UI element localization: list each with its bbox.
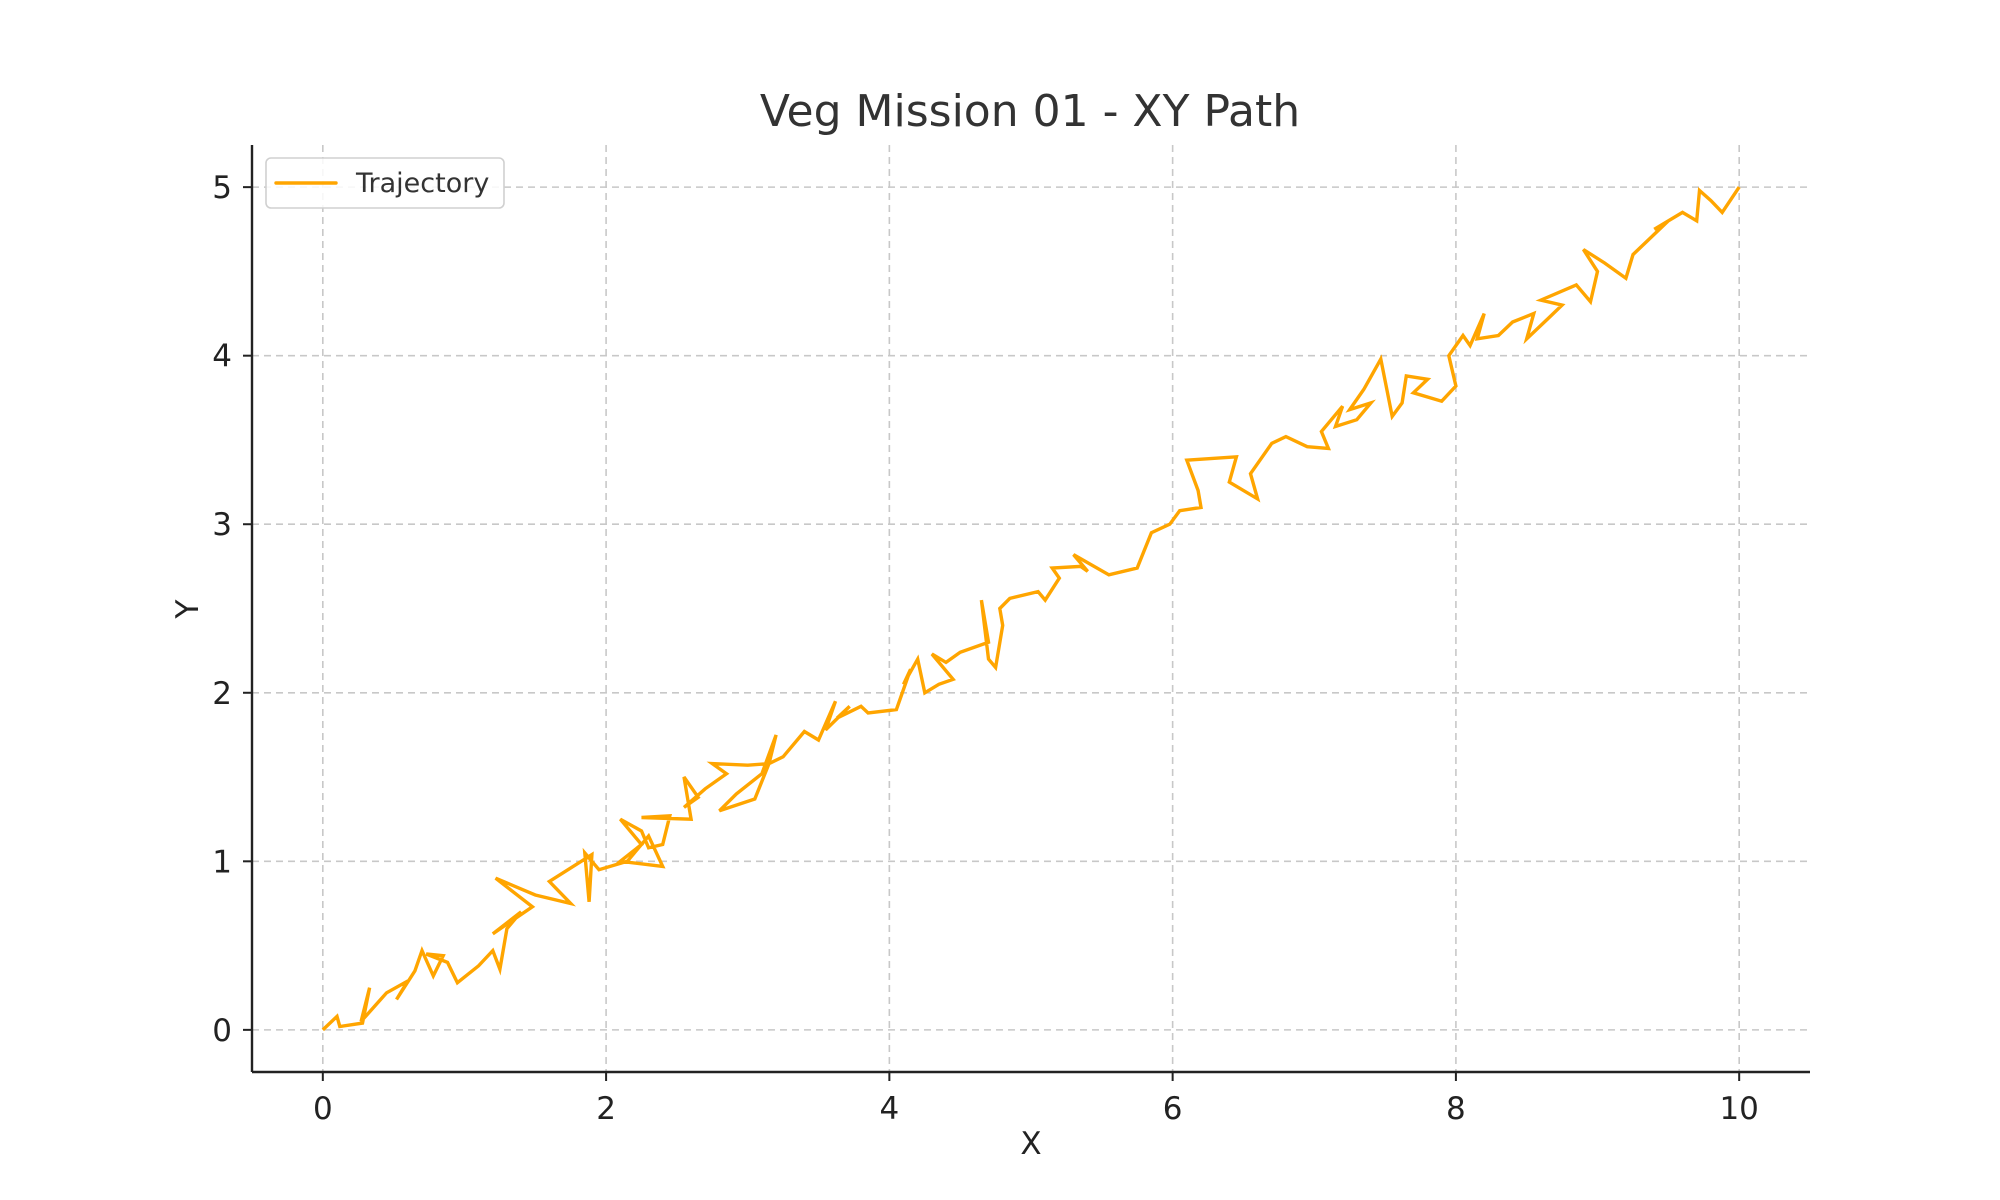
y-tick-label: 3 (212, 507, 232, 543)
legend-box (265, 157, 505, 209)
y-tick-label: 4 (212, 339, 232, 375)
y-axis-ticks: 0 1 2 3 4 5 (212, 170, 252, 1049)
x-tick-label: 0 (313, 1091, 333, 1127)
y-axis-label: Y (170, 599, 206, 619)
x-axis-ticks: 0 2 4 6 8 10 (313, 1072, 1759, 1127)
grid-lines (252, 145, 1810, 1072)
chart-title: Veg Mission 01 - XY Path (760, 86, 1300, 137)
x-tick-label: 8 (1446, 1091, 1466, 1127)
x-axis-label: X (1020, 1126, 1041, 1162)
y-tick-label: 0 (212, 1013, 232, 1049)
series-layer (321, 186, 1741, 1032)
legend: Trajectory (265, 157, 505, 209)
series-line-trajectory (321, 186, 1741, 1032)
x-tick-label: 6 (1163, 1091, 1183, 1127)
x-tick-label: 4 (879, 1091, 899, 1127)
legend-label-trajectory: Trajectory (355, 168, 489, 199)
x-tick-label: 10 (1719, 1091, 1758, 1127)
y-tick-label: 2 (212, 676, 232, 712)
y-tick-label: 5 (212, 170, 232, 206)
y-tick-label: 1 (212, 844, 232, 880)
x-tick-label: 2 (596, 1091, 616, 1127)
